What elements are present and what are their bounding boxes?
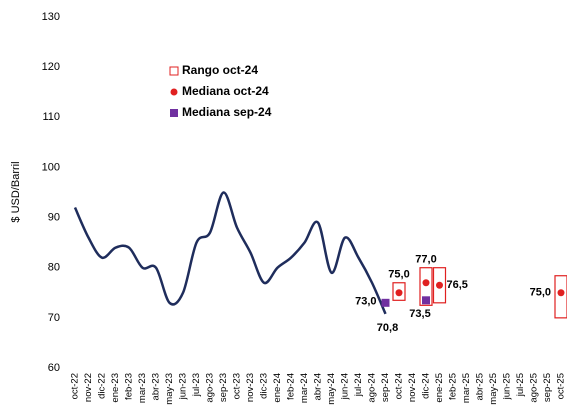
x-tick-label: sep-25 — [542, 373, 553, 402]
x-tick-label: jul-25 — [515, 373, 526, 397]
median-point — [381, 298, 390, 307]
x-tick-label: ene-23 — [110, 373, 121, 403]
x-tick-label: oct-25 — [556, 373, 567, 399]
range-box — [419, 267, 433, 306]
data-label: 70,8 — [377, 322, 398, 334]
median-point — [422, 279, 430, 287]
y-tick-label: 90 — [48, 211, 60, 223]
x-tick-label: feb-25 — [448, 373, 459, 400]
x-tick-label: jul-24 — [353, 373, 364, 397]
x-tick-label: sep-23 — [218, 373, 229, 402]
data-label: 73,5 — [409, 308, 430, 320]
x-tick-label: may-25 — [488, 373, 499, 405]
x-tick-label: jun-24 — [340, 373, 351, 400]
y-tick-label: 60 — [48, 362, 60, 374]
y-tick-label: 70 — [48, 312, 60, 324]
range-box — [432, 267, 447, 304]
x-tick-label: nov-23 — [245, 373, 256, 402]
median-point — [395, 289, 403, 297]
x-tick-label: oct-24 — [394, 373, 405, 399]
x-tick-label: jun-25 — [502, 373, 513, 400]
y-tick-label: 130 — [42, 11, 60, 23]
x-tick-label: abr-25 — [475, 373, 486, 400]
median-point — [436, 281, 443, 289]
x-tick-label: mar-24 — [299, 373, 310, 403]
x-tick-label: ago-23 — [205, 373, 216, 403]
x-tick-label: may-23 — [164, 373, 175, 405]
x-tick-label: may-24 — [326, 373, 337, 405]
y-tick-label: 100 — [42, 161, 60, 173]
x-tick-label: feb-24 — [286, 373, 297, 400]
x-tick-label: mar-25 — [461, 373, 472, 403]
x-tick-label: dic-24 — [421, 373, 432, 399]
range-box — [392, 282, 406, 301]
legend-label: Rango oct-24 — [182, 63, 258, 77]
x-tick-label: oct-22 — [70, 373, 81, 399]
y-tick-label: 110 — [42, 111, 60, 123]
x-tick-label: dic-23 — [259, 373, 270, 399]
y-axis-label: $ USD/Barril — [10, 161, 22, 222]
y-tick-label: 120 — [42, 61, 60, 73]
x-tick-label: nov-22 — [83, 373, 94, 402]
x-tick-label: jun-23 — [178, 373, 189, 400]
legend-swatch — [170, 88, 178, 96]
x-tick-label: abr-23 — [151, 373, 162, 400]
legend-swatch — [169, 66, 179, 76]
x-tick-label: ene-24 — [272, 373, 283, 403]
x-tick-label: abr-24 — [313, 373, 324, 400]
line — [73, 191, 387, 315]
legend-label: Mediana sep-24 — [182, 105, 272, 119]
data-label: 73,0 — [355, 296, 376, 308]
x-tick-label: jul-23 — [191, 373, 202, 397]
median-point — [422, 296, 430, 305]
legend-label: Mediana oct-24 — [182, 84, 269, 98]
x-tick-label: dic-22 — [97, 373, 108, 399]
y-tick-label: 80 — [48, 262, 60, 274]
x-tick-label: ago-24 — [367, 373, 378, 403]
legend-swatch — [170, 109, 178, 117]
data-label: 75,0 — [388, 269, 409, 281]
x-tick-label: oct-23 — [232, 373, 243, 399]
x-tick-label: ene-25 — [434, 373, 445, 403]
median-point — [557, 289, 565, 297]
x-tick-label: sep-24 — [380, 373, 391, 402]
x-tick-label: feb-23 — [124, 373, 135, 400]
data-label: 77,0 — [415, 254, 436, 266]
x-tick-label: nov-24 — [407, 373, 418, 402]
x-tick-label: mar-23 — [137, 373, 148, 403]
data-label: 75,0 — [530, 287, 551, 299]
range-box — [554, 275, 567, 319]
data-label: 76,5 — [447, 279, 468, 291]
x-tick-label: ago-25 — [529, 373, 540, 403]
